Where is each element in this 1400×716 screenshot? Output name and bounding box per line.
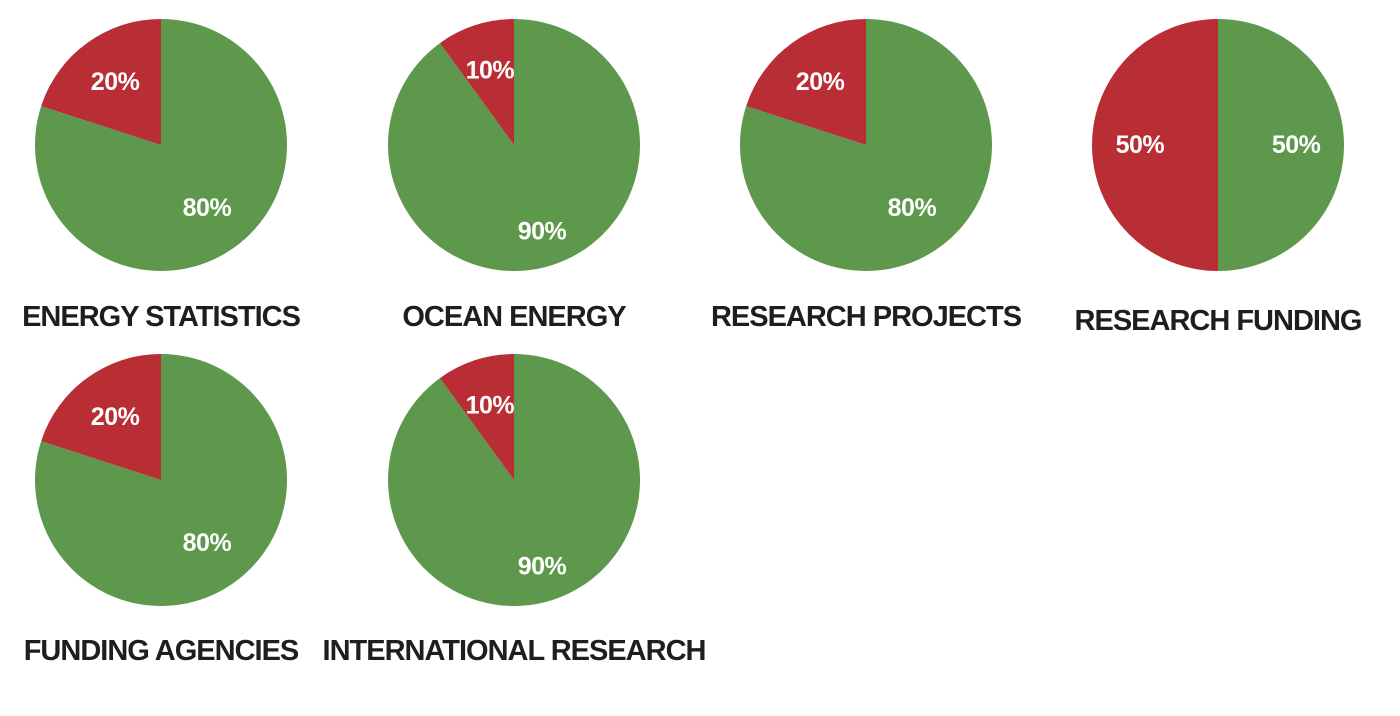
pie-slice bbox=[1092, 19, 1218, 271]
chart-title: RESEARCH PROJECTS bbox=[711, 301, 1022, 333]
slice-label: 90% bbox=[518, 217, 567, 245]
pie-slice bbox=[41, 19, 161, 145]
slice-label: 20% bbox=[796, 68, 845, 96]
pie-slice bbox=[746, 18, 866, 146]
pie-chart: 80% 20% bbox=[35, 354, 288, 606]
chart-title: INTERNATIONAL RESEARCH bbox=[323, 635, 706, 667]
slice-label: 20% bbox=[91, 403, 140, 431]
pie-slice bbox=[439, 354, 514, 480]
pie-slice bbox=[439, 19, 514, 145]
pie-chart: 90% 10% bbox=[387, 354, 641, 607]
slice-label: 80% bbox=[183, 194, 232, 222]
chart-title: ENERGY STATISTICS bbox=[22, 301, 301, 333]
slice-label: 10% bbox=[466, 392, 515, 420]
slice-label: 80% bbox=[183, 529, 232, 557]
pie-chart: 80% 20% bbox=[35, 19, 288, 271]
chart-title: OCEAN ENERGY bbox=[402, 301, 626, 333]
pie-chart: 80% 20% bbox=[739, 18, 992, 271]
chart-title: FUNDING AGENCIES bbox=[24, 635, 299, 667]
pie-chart: 50% 50% bbox=[1092, 19, 1344, 271]
slice-label: 50% bbox=[1272, 131, 1321, 159]
slice-label: 10% bbox=[466, 57, 515, 85]
slice-label: 80% bbox=[888, 194, 937, 222]
pie-chart: 90% 10% bbox=[387, 19, 641, 271]
slice-label: 90% bbox=[518, 552, 567, 580]
pie-slice bbox=[387, 354, 641, 607]
chart-title: RESEARCH FUNDING bbox=[1075, 305, 1362, 337]
pie-slice bbox=[41, 354, 161, 480]
pie-slice bbox=[1218, 19, 1344, 271]
slice-label: 50% bbox=[1116, 131, 1165, 159]
slice-label: 20% bbox=[91, 68, 140, 96]
